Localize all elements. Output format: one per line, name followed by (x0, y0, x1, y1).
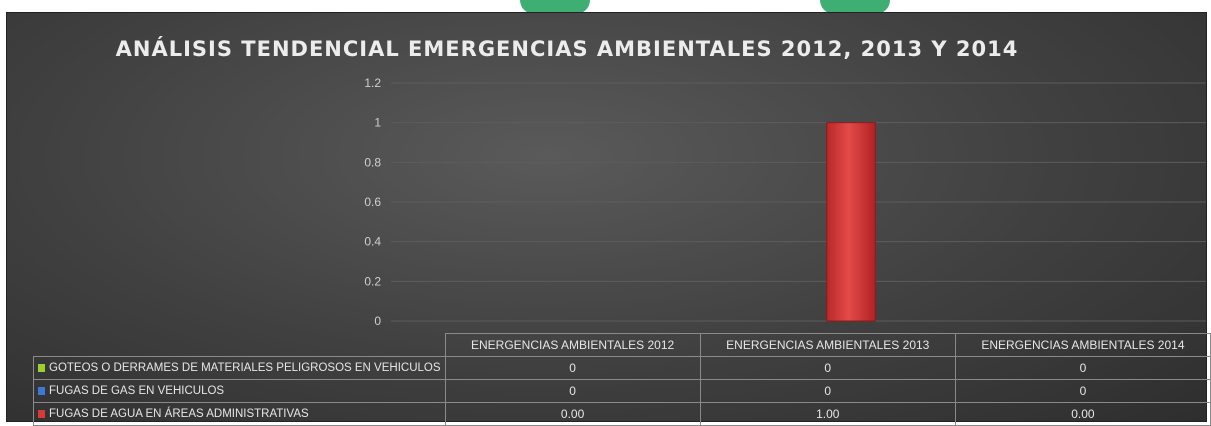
category-label: ENERGENCIAS AMBIENTALES 2013 (699, 333, 956, 357)
data-label: 0 (444, 379, 701, 403)
legend-key-red (38, 410, 45, 418)
data-label: 0 (954, 379, 1211, 403)
y-tick-label: 0.4 (364, 235, 381, 249)
legend-key-green (38, 364, 45, 372)
plot-area: 0 0.2 0.4 0.6 0.8 1 1.2 (364, 76, 1206, 328)
bar (826, 122, 876, 322)
category-label: ENERGENCIAS AMBIENTALES 2012 (444, 333, 701, 357)
category-label: ENERGENCIAS AMBIENTALES 2014 (954, 333, 1211, 357)
data-label: 0 (954, 356, 1211, 380)
y-tick-label: 0.6 (364, 195, 381, 209)
table-row: FUGAS DE AGUA EN ÁREAS ADMINISTRATIVAS 0… (33, 402, 1211, 426)
data-label: 0 (699, 379, 956, 403)
y-tick-label: 1.2 (364, 76, 381, 90)
data-table-corner (33, 333, 446, 357)
data-label: 1.00 (699, 402, 956, 426)
y-tick-label: 1 (374, 116, 381, 130)
series-name: FUGAS DE AGUA EN ÁREAS ADMINISTRATIVAS (49, 408, 309, 420)
data-label: 0 (699, 356, 956, 380)
data-label: 0.00 (444, 402, 701, 426)
top-decoration-left (520, 0, 590, 14)
y-tick-label: 0 (374, 314, 381, 328)
series-label: FUGAS DE GAS EN VEHICULOS (33, 379, 446, 403)
data-label: 0 (444, 356, 701, 380)
chart-frame: ANÁLISIS TENDENCIAL EMERGENCIAS AMBIENTA… (6, 12, 1211, 426)
series-label: FUGAS DE AGUA EN ÁREAS ADMINISTRATIVAS (33, 402, 446, 426)
series-name: GOTEOS O DERRAMES DE MATERIALES PELIGROS… (49, 362, 441, 374)
series-label: GOTEOS O DERRAMES DE MATERIALES PELIGROS… (33, 356, 446, 380)
table-row: GOTEOS O DERRAMES DE MATERIALES PELIGROS… (33, 356, 1211, 380)
top-decoration-right (820, 0, 890, 14)
series-name: FUGAS DE GAS EN VEHICULOS (49, 385, 225, 397)
y-tick-label: 0.8 (364, 155, 381, 169)
data-label: 0.00 (954, 402, 1211, 426)
table-row: FUGAS DE GAS EN VEHICULOS 0 0 0 (33, 379, 1211, 403)
data-table-header: ENERGENCIAS AMBIENTALES 2012 ENERGENCIAS… (33, 333, 1211, 357)
y-tick-label: 0.2 (364, 274, 381, 288)
data-table: ENERGENCIAS AMBIENTALES 2012 ENERGENCIAS… (33, 333, 1211, 426)
legend-key-blue (38, 387, 45, 395)
chart-title: ANÁLISIS TENDENCIAL EMERGENCIAS AMBIENTA… (115, 37, 1019, 61)
